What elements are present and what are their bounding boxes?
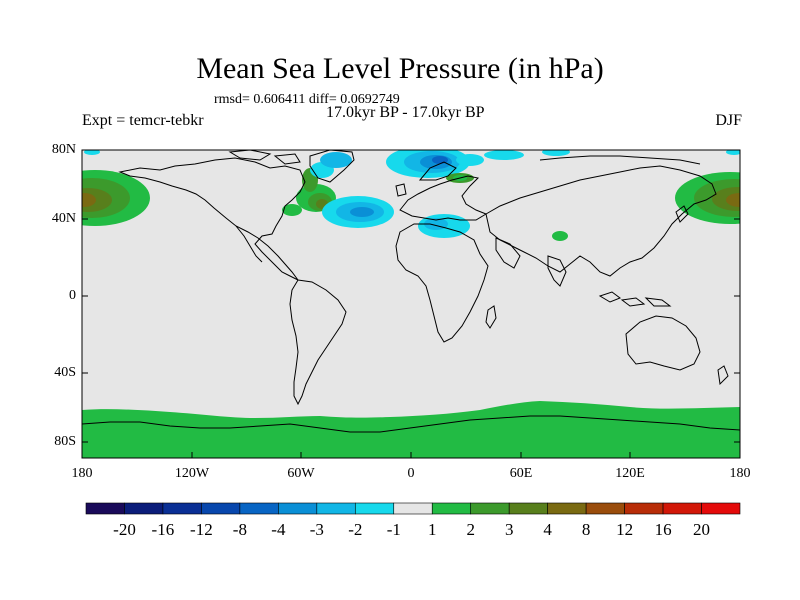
colorbar-swatch [585,502,625,515]
lon-label-180e: 180 [729,466,751,481]
colorbar-label: 3 [504,520,514,539]
colorbar-label: 8 [581,520,591,539]
colorbar-swatch [470,502,510,515]
lat-label-40s: 40S [54,365,76,380]
season-label: DJF [715,112,742,129]
colorbar-swatch [547,502,587,515]
colorbar-swatch [124,502,164,515]
lon-label-0: 0 [407,466,415,481]
lat-label-80s: 80S [54,434,76,449]
lat-label-0: 0 [69,288,76,303]
colorbar-swatch [201,502,241,515]
anomaly-southern-ocean [82,401,740,458]
colorbar-label: 16 [654,520,672,539]
stats-text: rmsd= 0.606411 diff= 0.0692749 [214,92,400,107]
plot-title: Mean Sea Level Pressure (in hPa) [196,52,604,85]
colorbar-label: 1 [427,520,437,539]
colorbar-swatch [431,502,472,515]
colorbar-label: -20 [113,520,136,539]
lon-label-180w: 180 [71,466,93,481]
lon-label-120w: 120W [174,466,210,481]
colorbar-swatch [701,502,741,515]
lat-label-40n: 40N [51,211,76,226]
colorbar-label: 2 [466,520,475,539]
colorbar-label: -8 [232,520,247,539]
colorbar-swatch [508,502,548,515]
colorbar-label: 12 [616,520,634,539]
colorbar-swatch [85,502,125,515]
colorbar-label: -1 [386,520,401,539]
colorbar-swatch [393,502,433,515]
pressure-anomaly-fields [82,150,740,458]
lon-label-120e: 120E [615,466,645,481]
colorbar-swatch [239,502,279,515]
experiment-label: Expt = temcr-tebkr [82,112,204,129]
colorbar-label: -4 [271,520,286,539]
lon-label-60e: 60E [509,466,533,481]
colorbar-label: -3 [309,520,324,539]
anomaly-central-asia [552,231,568,241]
colorbar-swatch [316,502,356,515]
lon-label-60w: 60W [287,466,315,481]
lat-label-80n: 80N [51,142,76,157]
axis-ticks [81,149,741,458]
map-background [82,150,740,458]
colorbar-label: -16 [151,520,175,539]
colorbar-label: -12 [190,520,213,539]
period-text: 17.0kyr BP - 17.0kyr BP [326,104,485,121]
colorbar-label: 4 [543,520,552,539]
colorbar-swatch [662,502,702,515]
colorbar-label: -2 [348,520,363,539]
colorbar-swatch [354,502,395,515]
colorbar-label: 20 [693,520,710,539]
colorbar-swatch [162,502,202,515]
colorbar [85,502,741,515]
coastlines [82,150,740,433]
colorbar-swatch [278,502,318,515]
colorbar-swatch [624,502,664,515]
